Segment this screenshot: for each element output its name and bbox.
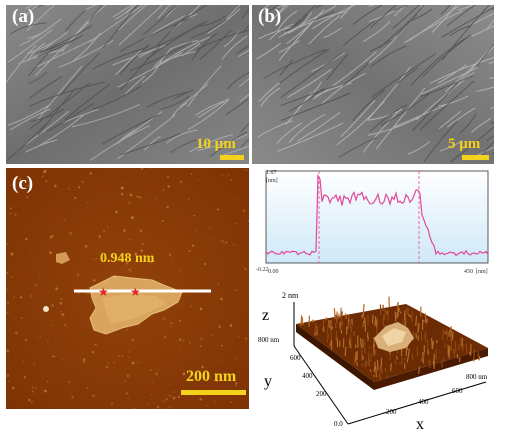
z-axis-label: z: [262, 307, 269, 324]
height-annotation: 0.948 nm: [100, 251, 155, 266]
sem-texture-a: [6, 5, 249, 164]
x-tick-0: 200: [386, 408, 397, 416]
sem-image-a: (a) 10 μm: [6, 5, 249, 164]
profile-y-unit: [nm]: [266, 178, 278, 184]
x-tick-3: 800 nm: [466, 373, 488, 381]
profile-y-bottom: -0.22: [256, 267, 269, 273]
profile-x-unit: [nm]: [476, 269, 488, 275]
y-axis-label: y: [264, 373, 272, 390]
x-axis-label: x: [416, 416, 424, 433]
y-tick-2: 400: [302, 372, 313, 380]
profile-x-right: 450: [464, 269, 473, 275]
scale-bar-a: [220, 155, 244, 160]
y-tick-4: 0.0: [334, 420, 343, 428]
surface-svg: 2 nm z y x 800 nm 600 400 200 0.0 200 40…: [258, 291, 488, 433]
marker-star-left: ★: [98, 285, 109, 299]
height-profile-chart: 1.67 [nm] -0.22 0.00 450 [nm]: [256, 165, 496, 280]
profile-x-left: 0.00: [268, 269, 279, 275]
x-tick-1: 400: [418, 398, 429, 406]
x-tick-2: 600: [452, 387, 463, 395]
scale-bar-b: [462, 155, 489, 160]
scale-label-b: 5 μm: [448, 136, 481, 152]
y-tick-0: 800 nm: [258, 336, 280, 344]
scale-label-a: 10 μm: [196, 136, 236, 152]
sem-image-b: (b) 5 μm: [252, 5, 494, 164]
scale-bar-c: [181, 390, 246, 395]
afm-3d-surface: 2 nm z y x 800 nm 600 400 200 0.0 200 40…: [256, 286, 506, 433]
afm-image-c: ★ ★ (c) 0.948 nm 200 nm: [6, 168, 249, 409]
afm-texture: ★ ★: [6, 168, 249, 409]
panel-label-b: (b): [258, 6, 282, 27]
panel-label-c: (c): [12, 173, 34, 194]
marker-star-right: ★: [130, 285, 141, 299]
y-tick-1: 600: [290, 354, 301, 362]
y-tick-3: 200: [316, 390, 327, 398]
scale-label-c: 200 nm: [186, 368, 237, 385]
z-tick-label: 2 nm: [282, 291, 299, 300]
sem-texture-b: [252, 5, 494, 164]
profile-y-top: 1.67: [266, 170, 277, 176]
profile-svg: 1.67 [nm] -0.22 0.00 450 [nm]: [256, 170, 489, 275]
panel-label-a: (a): [12, 6, 35, 27]
profile-curve: [265, 173, 489, 257]
